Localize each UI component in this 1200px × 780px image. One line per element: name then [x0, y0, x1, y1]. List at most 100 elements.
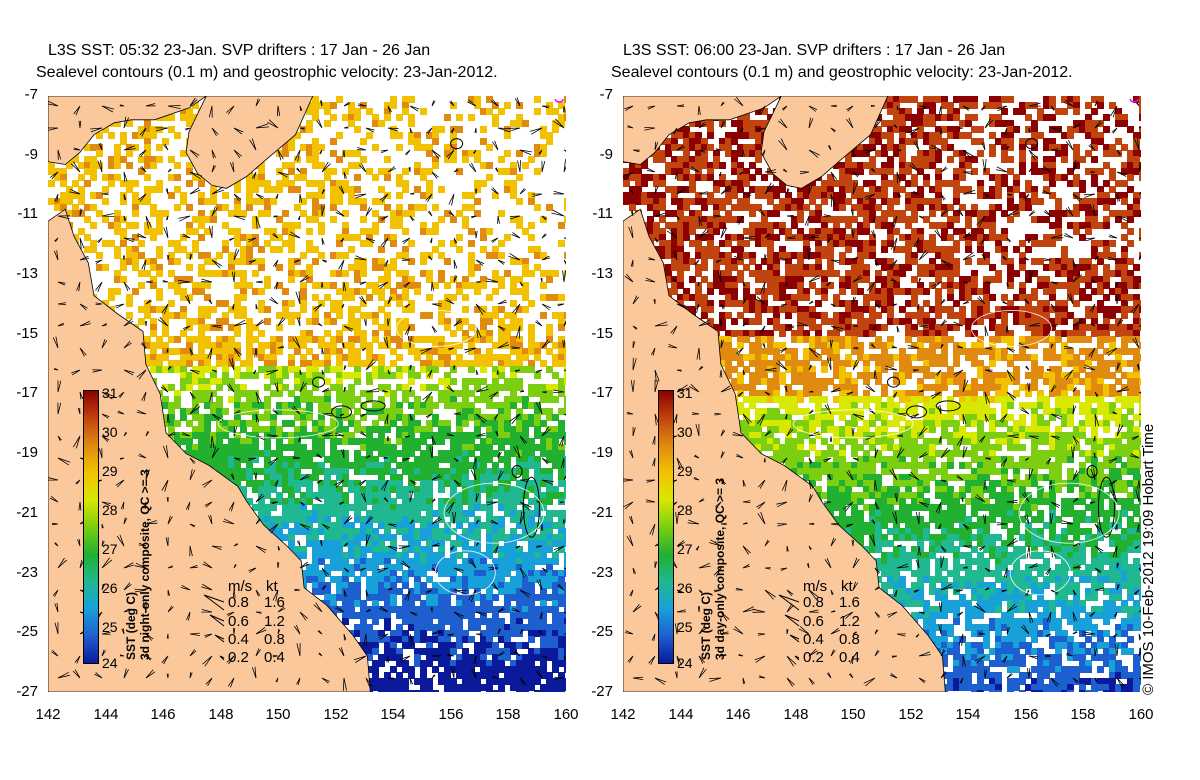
sst-pixel: [528, 246, 535, 253]
sst-pixel: [354, 348, 361, 355]
sst-pixel: [354, 360, 361, 367]
sst-pixel: [222, 336, 229, 343]
sst-pixel: [438, 432, 445, 439]
sst-pixel: [534, 204, 541, 211]
sst-pixel: [378, 426, 385, 433]
sst-pixel: [108, 240, 115, 247]
sst-pixel: [312, 528, 319, 535]
sst-pixel: [312, 282, 319, 289]
sst-pixel: [216, 444, 223, 451]
sst-pixel: [450, 450, 457, 457]
sst-pixel: [132, 234, 139, 241]
sst-pixel: [504, 330, 511, 337]
sst-pixel: [468, 240, 475, 247]
sst-pixel: [534, 624, 541, 631]
sst-pixel: [204, 390, 211, 397]
sst-pixel: [450, 606, 457, 613]
sst-pixel: [510, 510, 517, 517]
sst-pixel: [378, 198, 385, 205]
sst-pixel: [156, 126, 163, 133]
sst-pixel: [204, 366, 211, 373]
sst-pixel: [384, 366, 391, 373]
sst-pixel: [540, 540, 547, 547]
sst-pixel: [330, 336, 337, 343]
sst-pixel: [366, 528, 373, 535]
sst-pixel: [378, 168, 385, 175]
sst-pixel: [246, 498, 253, 505]
sst-pixel: [354, 162, 361, 169]
sst-pixel: [504, 270, 511, 277]
sst-pixel: [456, 456, 463, 463]
sst-pixel: [264, 456, 271, 463]
sst-pixel: [204, 198, 211, 205]
sst-pixel: [390, 636, 397, 643]
sst-pixel: [252, 486, 259, 493]
sst-pixel: [438, 390, 445, 397]
sst-pixel: [420, 612, 427, 619]
sst-pixel: [210, 378, 217, 385]
sst-pixel: [78, 198, 85, 205]
sst-pixel: [114, 246, 121, 253]
sst-pixel: [288, 168, 295, 175]
sst-pixel: [342, 564, 349, 571]
sst-pixel: [420, 270, 427, 277]
sst-pixel: [534, 654, 541, 661]
sst-pixel: [402, 186, 409, 193]
sst-pixel: [300, 372, 307, 379]
sst-pixel: [402, 384, 409, 391]
sst-pixel: [510, 258, 517, 265]
sst-pixel: [540, 684, 547, 691]
sst-pixel: [546, 276, 553, 283]
sst-pixel: [408, 324, 415, 331]
sst-pixel: [312, 426, 319, 433]
sst-pixel: [300, 450, 307, 457]
sst-pixel: [426, 312, 433, 319]
sst-pixel: [156, 216, 163, 223]
sst-pixel: [534, 630, 541, 637]
sst-pixel: [312, 294, 319, 301]
sst-pixel: [378, 216, 385, 223]
sst-pixel: [390, 570, 397, 577]
sst-pixel: [414, 606, 421, 613]
sst-pixel: [228, 342, 235, 349]
sst-pixel: [222, 354, 229, 361]
sst-pixel: [438, 426, 445, 433]
sst-pixel: [444, 600, 451, 607]
sst-pixel: [420, 252, 427, 259]
sst-pixel: [510, 576, 517, 583]
sst-pixel: [372, 420, 379, 427]
sst-pixel: [468, 660, 475, 667]
sst-pixel: [342, 270, 349, 277]
sst-pixel: [258, 300, 265, 307]
sst-pixel: [378, 342, 385, 349]
sst-pixel: [522, 588, 529, 595]
sst-pixel: [276, 450, 283, 457]
sst-pixel: [300, 480, 307, 487]
sst-pixel: [510, 384, 517, 391]
sst-pixel: [318, 402, 325, 409]
sst-pixel: [444, 360, 451, 367]
sst-pixel: [354, 366, 361, 373]
sst-pixel: [438, 678, 445, 685]
sst-pixel: [510, 582, 517, 589]
sst-pixel: [84, 234, 91, 241]
sst-pixel: [396, 192, 403, 199]
sst-pixel: [510, 438, 517, 445]
sst-pixel: [438, 216, 445, 223]
sst-pixel: [546, 102, 553, 109]
sst-pixel: [246, 390, 253, 397]
sst-pixel: [306, 108, 313, 115]
sst-pixel: [240, 210, 247, 217]
sst-pixel: [246, 348, 253, 355]
sst-pixel: [216, 432, 223, 439]
sst-pixel: [402, 690, 409, 692]
sst-pixel: [348, 552, 355, 559]
sst-pixel: [510, 528, 517, 535]
sst-pixel: [432, 384, 439, 391]
sst-pixel: [516, 666, 523, 673]
sst-pixel: [408, 636, 415, 643]
sst-pixel: [420, 564, 427, 571]
sst-pixel: [168, 420, 175, 427]
sst-pixel: [330, 600, 337, 607]
sst-pixel: [396, 114, 403, 121]
